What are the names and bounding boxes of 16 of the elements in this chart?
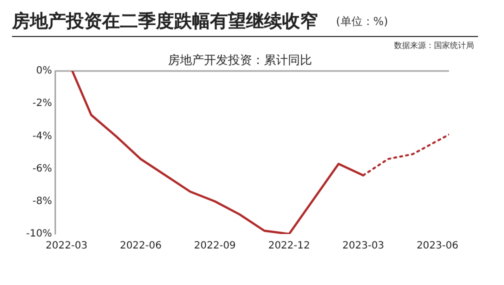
y-tick-label: -8%: [32, 196, 52, 207]
x-tick-label: 2023-03: [342, 240, 384, 252]
text: (单位：%): [336, 14, 388, 29]
x-tick-label: 2023-06: [416, 240, 458, 252]
x-tick-label: 2022-03: [46, 240, 88, 252]
y-tick-label: -2%: [32, 98, 52, 110]
y-tick-label: -4%: [32, 130, 52, 142]
y-tick-label: -6%: [32, 163, 52, 174]
x-tick-label: 2022-06: [120, 240, 162, 252]
x-tick-label: 2022-09: [194, 240, 236, 252]
chart-subtitle: 房地产开发投资：累计同比: [168, 53, 312, 67]
y-tick-label: -10%: [26, 228, 52, 240]
x-tick-label: 2022-12: [268, 240, 310, 252]
chart-title: 房地产投资在二季度跌幅有望继续收窄: [12, 10, 318, 33]
source-note: 数据来源：国家统计局: [394, 40, 474, 51]
y-tick-label: 0%: [36, 66, 52, 77]
